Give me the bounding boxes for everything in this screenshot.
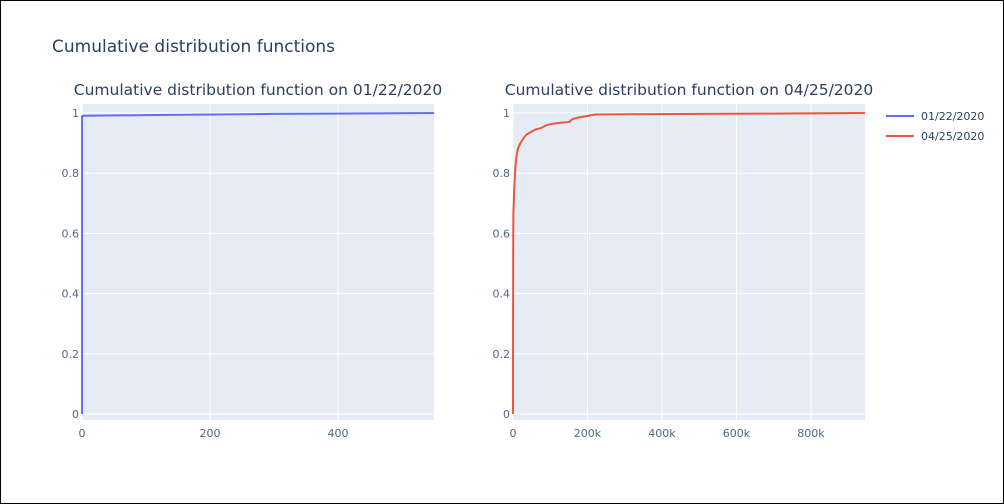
y-tick-label: 0.2 [493,348,511,361]
y-tick-label: 0.4 [493,288,511,301]
plot-area[interactable] [82,104,434,420]
y-tick-label: 0 [72,408,79,421]
y-tick-label: 0.4 [62,288,80,301]
legend-entry-04-25-2020[interactable]: 04/25/2020 [886,130,984,143]
y-tick-label: 1 [72,107,79,120]
x-tick-label: 0 [79,427,86,440]
x-tick-label: 0 [510,427,517,440]
subplot-left: Cumulative distribution function on 01/2… [62,81,443,440]
subplot-title-right: Cumulative distribution function on 04/2… [505,81,873,99]
y-tick-label: 0.8 [493,167,511,180]
legend: 01/22/2020 04/25/2020 [886,110,984,143]
x-tick-label: 800k [797,427,825,440]
y-tick-label: 0.6 [62,227,80,240]
legend-label: 01/22/2020 [921,110,984,123]
y-tick-label: 1 [503,107,510,120]
plot-area[interactable] [513,104,865,420]
subplot-title-left: Cumulative distribution function on 01/2… [74,81,442,99]
y-tick-label: 0.2 [62,348,80,361]
series-line-04-25-2020[interactable] [512,112,866,414]
y-tick-label: 0.8 [62,167,80,180]
x-tick-label: 400 [328,427,349,440]
subplot-right: Cumulative distribution function on 04/2… [493,81,874,440]
legend-entry-01-22-2020[interactable]: 01/22/2020 [886,110,984,123]
series-line-01-22-2020[interactable] [81,112,435,414]
x-tick-label: 200k [574,427,602,440]
x-tick-label: 400k [648,427,676,440]
y-tick-label: 0.6 [493,227,511,240]
x-tick-label: 600k [723,427,751,440]
figure-title: Cumulative distribution functions [52,37,335,57]
y-tick-label: 0 [503,408,510,421]
legend-label: 04/25/2020 [921,130,984,143]
x-tick-label: 200 [200,427,221,440]
